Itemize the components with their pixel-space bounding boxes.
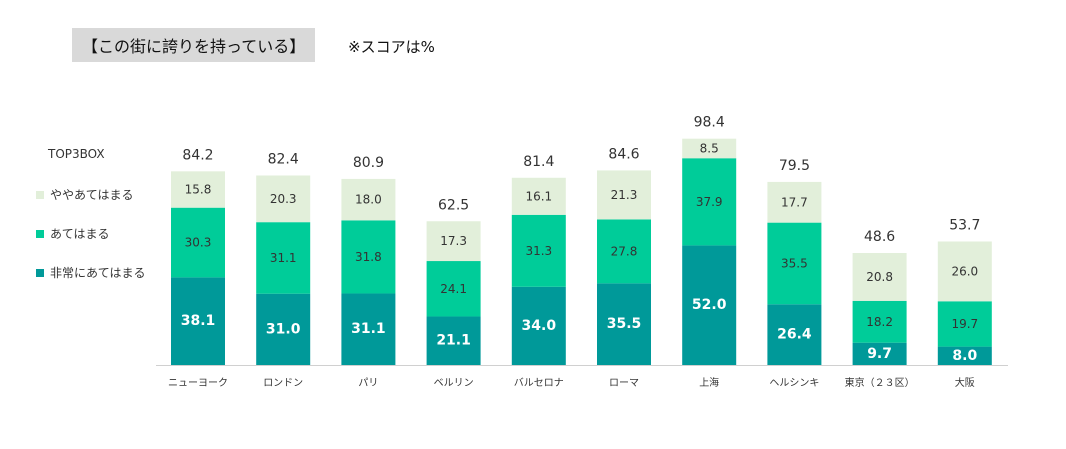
bar-segment xyxy=(341,220,396,294)
bar-segment-label: 31.8 xyxy=(355,250,382,264)
x-tick-label: 東京（２３区） xyxy=(845,376,915,389)
bar-segment-label: 26.0 xyxy=(951,264,978,278)
legend-item-somewhat: ややあてはまる xyxy=(36,186,134,203)
bar-segment xyxy=(767,304,822,365)
bar-segment-label: 20.8 xyxy=(866,270,893,284)
bar-segment xyxy=(341,293,396,365)
bar-segment xyxy=(426,316,481,365)
bar-segment xyxy=(511,286,566,365)
bar-segment xyxy=(511,177,566,215)
bar-segment-label: 20.3 xyxy=(270,192,297,206)
bar-total-label: 82.4 xyxy=(268,151,299,167)
bar-segment xyxy=(597,219,651,284)
x-tick-label: ヘルシンキ xyxy=(769,378,819,389)
bar-segment xyxy=(937,346,992,365)
bar-segment xyxy=(767,222,822,305)
bar-segment xyxy=(937,241,992,302)
bar-segment-label: 31.0 xyxy=(266,321,301,337)
bar-segment-label: 31.1 xyxy=(270,251,297,265)
legend-title: TOP3BOX xyxy=(48,147,105,161)
bar-segment-label: 52.0 xyxy=(692,297,727,313)
bar-segment-label: 16.1 xyxy=(525,189,552,203)
legend-label-strongly: 非常にあてはまる xyxy=(50,266,146,280)
x-tick-label: 大阪 xyxy=(955,376,975,389)
legend-swatch-somewhat xyxy=(36,190,44,199)
bar-segment xyxy=(256,222,311,294)
legend-label-somewhat: ややあてはまる xyxy=(50,188,134,202)
bar-total-label: 62.5 xyxy=(438,197,469,213)
bar-segment-label: 31.3 xyxy=(525,244,552,258)
bar-segment-label: 15.8 xyxy=(185,183,212,197)
x-tick-label: ロンドン xyxy=(263,378,303,389)
bar-segment-label: 38.1 xyxy=(181,313,216,329)
bar-segment-label: 18.0 xyxy=(355,193,382,207)
legend-label-applies: あてはまる xyxy=(50,227,110,241)
bar-segment-label: 37.9 xyxy=(696,195,723,209)
bar-segment-label: 26.4 xyxy=(777,327,812,343)
bar-segment-label: 17.3 xyxy=(440,234,467,248)
legend-item-strongly: 非常にあてはまる xyxy=(36,264,146,281)
x-tick-label: ニューヨーク xyxy=(168,377,228,389)
bar-segment xyxy=(171,277,225,365)
bar-total-label: 79.5 xyxy=(779,158,810,174)
chart-title: 【この街に誇りを持っている】 xyxy=(72,28,316,62)
bar-segment-label: 35.5 xyxy=(607,316,642,332)
bar-segment-label: 30.3 xyxy=(185,236,212,250)
bar-segment-label: 21.3 xyxy=(611,188,638,202)
bar-segment xyxy=(937,301,992,347)
bar-total-label: 98.4 xyxy=(694,115,725,131)
bar-segment xyxy=(426,221,481,262)
bar-segment xyxy=(511,214,566,287)
bar-segment-label: 8.5 xyxy=(700,141,719,155)
bar-segment xyxy=(256,293,311,365)
bar-segment xyxy=(682,158,737,246)
bar-segment-label: 27.8 xyxy=(611,244,638,258)
bar-segment xyxy=(597,283,651,365)
bar-total-label: 81.4 xyxy=(523,154,554,170)
bar-segment-label: 17.7 xyxy=(781,195,808,209)
bar-segment xyxy=(256,175,311,223)
legend-swatch-strongly xyxy=(36,268,44,277)
bar-segment-label: 34.0 xyxy=(522,318,557,334)
bar-segment xyxy=(171,207,225,278)
bar-segment xyxy=(682,245,737,365)
x-tick-label: バルセロナ xyxy=(514,377,564,389)
bar-segment-label: 31.1 xyxy=(351,321,386,337)
bar-segment xyxy=(852,342,907,365)
bar-segment-label: 19.7 xyxy=(951,317,978,331)
legend: TOP3BOX ややあてはまる あてはまる 非常にあてはまる xyxy=(36,147,146,280)
bar-segment-label: 35.5 xyxy=(781,256,808,270)
bar-segment xyxy=(426,261,481,317)
bar-segment-label: 18.2 xyxy=(866,315,893,329)
bar-total-label: 53.7 xyxy=(949,217,980,233)
bar-segment-label: 9.7 xyxy=(867,346,892,362)
bar-segment xyxy=(852,252,907,301)
x-tick-label: ローマ xyxy=(609,378,639,389)
bar-segment xyxy=(171,171,225,208)
legend-swatch-applies xyxy=(36,229,44,238)
bar-total-label: 84.6 xyxy=(608,146,639,162)
bar-segment xyxy=(597,170,651,220)
x-tick-label: 上海 xyxy=(699,376,719,389)
bar-total-label: 84.2 xyxy=(182,147,213,163)
bar-segment xyxy=(852,300,907,343)
bar-total-label: 80.9 xyxy=(353,155,384,171)
bar-total-label: 48.6 xyxy=(864,229,895,245)
x-tick-label: ベルリン xyxy=(434,377,474,389)
bar-segment xyxy=(682,138,737,159)
bar-segment-label: 8.0 xyxy=(952,348,977,364)
legend-item-applies: あてはまる xyxy=(36,225,110,242)
bar-segment-label: 21.1 xyxy=(436,333,471,349)
score-note: ※スコアは% xyxy=(348,38,435,56)
bar-segment-label: 24.1 xyxy=(440,282,467,296)
bar-segment xyxy=(341,178,396,221)
x-tick-label: パリ xyxy=(358,377,378,389)
bar-segment xyxy=(767,181,822,223)
